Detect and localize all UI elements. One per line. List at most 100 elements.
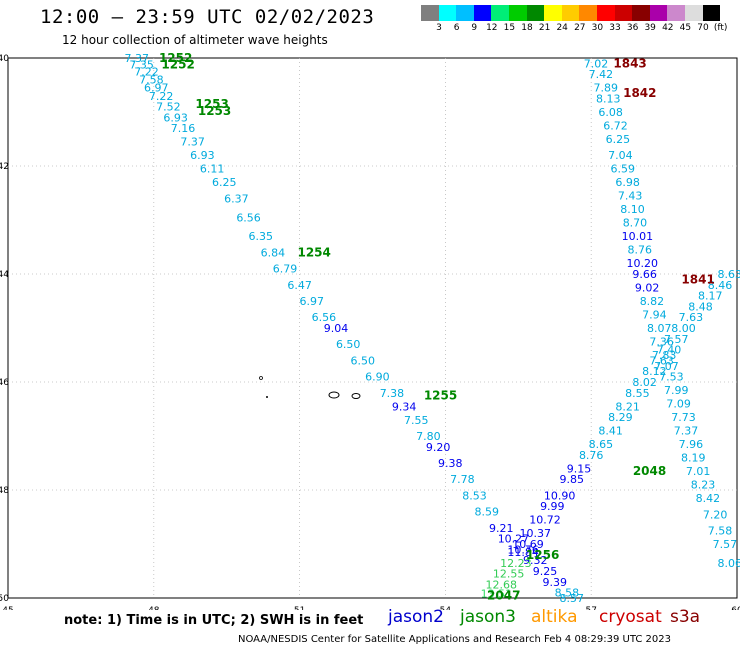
swh-value: 7.89 — [594, 82, 619, 95]
legend-label: 21 — [538, 23, 551, 33]
plot-frame — [7, 57, 738, 599]
swh-value: 7.78 — [450, 473, 475, 486]
time-label: 1252 — [161, 57, 194, 71]
swh-value: 7.42 — [589, 68, 614, 81]
legend-swatch — [561, 5, 580, 21]
swh-value: 7.22 — [149, 90, 174, 103]
swh-value: 10.27 — [498, 533, 530, 546]
swh-value: 8.46 — [708, 279, 733, 292]
legend-swatch — [438, 5, 457, 21]
time-label: 1255 — [424, 389, 457, 403]
swh-value: 6.97 — [300, 295, 325, 308]
swh-value: 9.32 — [523, 554, 548, 567]
swh-value: 7.04 — [608, 149, 633, 162]
swh-value: 7.02 — [584, 57, 609, 70]
swh-value: 6.72 — [603, 120, 628, 133]
swh-value: 7.63 — [649, 354, 674, 367]
swh-value: 7.58 — [708, 525, 733, 538]
swh-value: 8.02 — [632, 376, 657, 389]
x-tick-label: 48 — [148, 606, 160, 610]
y-tick-label: -50 — [0, 594, 9, 604]
swh-value: 7.37 — [180, 136, 205, 149]
swh-value: 7.07 — [654, 360, 679, 373]
chart-title: 12:00 — 23:59 UTC 02/02/2023 — [40, 6, 375, 28]
swh-value: 8.42 — [696, 492, 721, 505]
island-outline — [328, 391, 340, 399]
legend-label: 70 — [697, 23, 709, 33]
swh-value: 8.17 — [698, 290, 723, 303]
legend-swatch — [579, 5, 597, 21]
time-label: 1253 — [198, 104, 231, 118]
swh-value: 8.48 — [688, 300, 713, 313]
swh-value: 8.59 — [474, 506, 499, 519]
swh-value: 8.12 — [642, 365, 667, 378]
swh-value: 7.52 — [156, 101, 181, 114]
swh-value: 7.36 — [649, 336, 674, 349]
swh-value: 9.66 — [632, 268, 657, 281]
legend-label: 45 — [679, 23, 692, 33]
swh-value: 9.99 — [540, 500, 565, 513]
legend-label: 24 — [556, 23, 568, 33]
swh-value: 8.53 — [462, 489, 487, 502]
swh-value: 8.55 — [625, 387, 650, 400]
swh-value: 6.56 — [236, 211, 261, 224]
y-tick-label: -44 — [0, 270, 9, 280]
swh-value: 7.58 — [139, 74, 164, 87]
swh-value: 8.58 — [555, 587, 580, 600]
swh-value: 7.37 — [125, 52, 150, 65]
x-tick-label: 60 — [731, 606, 740, 610]
satellite-jason3: jason3 — [460, 607, 516, 627]
swh-value: 8.63 — [717, 268, 740, 281]
swh-value: 9.15 — [567, 462, 592, 475]
swh-value: 10.72 — [529, 514, 561, 527]
swh-value: 6.93 — [163, 111, 188, 124]
legend-swatch — [421, 5, 439, 21]
swh-value: 6.11 — [200, 163, 225, 176]
credit-line: NOAA/NESDIS Center for Satellite Applica… — [238, 634, 671, 645]
swh-value: 7.83 — [652, 349, 677, 362]
swh-value: 6.47 — [287, 279, 312, 292]
swh-value: 7.80 — [416, 430, 441, 443]
legend-swatch — [526, 5, 545, 21]
chart-subtitle: 12 hour collection of altimeter wave hei… — [62, 33, 328, 47]
swh-value: 9.02 — [635, 282, 660, 295]
y-tick-label: -42 — [0, 162, 9, 172]
swh-value: 7.37 — [674, 425, 699, 438]
swh-value: 7.63 — [679, 311, 704, 324]
swh-value: 8.76 — [579, 449, 604, 462]
swh-value: 6.56 — [312, 311, 337, 324]
swh-value: 9.39 — [543, 576, 568, 589]
time-label: 2048 — [633, 464, 666, 478]
legend-label: 6 — [453, 23, 460, 33]
swh-value: 7.22 — [134, 66, 159, 79]
legend-label: 33 — [609, 23, 621, 33]
swh-value: 8.82 — [640, 295, 665, 308]
swh-value: 8.41 — [598, 425, 623, 438]
swh-value: 6.84 — [261, 246, 286, 259]
swh-value: 8.19 — [681, 452, 706, 465]
swh-value: 9.20 — [426, 441, 451, 454]
time-label: 1843 — [613, 56, 646, 70]
time-label: 1841 — [681, 272, 714, 286]
swh-value: 10.37 — [520, 527, 552, 540]
swh-value: 7.35 — [129, 58, 154, 71]
swh-value: 8.07 — [647, 322, 672, 335]
swh-value: 7.38 — [380, 387, 405, 400]
swh-value: 6.97 — [144, 82, 169, 95]
swh-value: 7.94 — [642, 309, 667, 322]
swh-value: 9.85 — [560, 473, 585, 486]
legend-label: 3 — [436, 23, 442, 33]
satellite-altika: altika — [531, 607, 578, 627]
swh-value: 8.23 — [691, 479, 716, 492]
swh-value: 7.40 — [657, 344, 682, 357]
swh-value: 7.99 — [664, 384, 689, 397]
legend-swatch — [544, 5, 562, 21]
legend-swatch — [702, 5, 721, 21]
swh-value: 10.76 — [507, 543, 539, 556]
legend-swatch — [597, 5, 615, 21]
legend-label: 36 — [626, 23, 639, 33]
plot-area: 454851545760-40-42-44-46-48-507.377.357.… — [0, 51, 740, 610]
swh-value: 12.55 — [493, 568, 525, 581]
island-outline — [351, 393, 361, 399]
swh-value: 9.04 — [324, 322, 349, 335]
